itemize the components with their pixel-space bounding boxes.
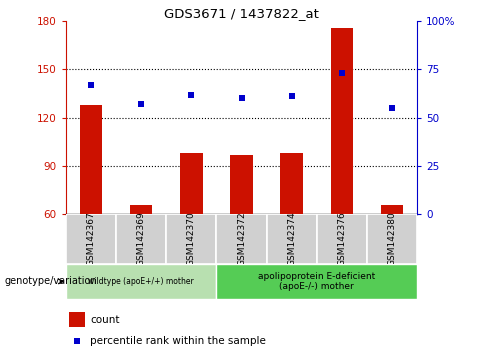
- Point: [388, 105, 396, 111]
- Point: [187, 92, 195, 97]
- Bar: [266, 214, 317, 264]
- Point: [137, 101, 145, 107]
- Bar: [381, 205, 404, 214]
- Text: GSM142370: GSM142370: [187, 212, 196, 266]
- Bar: [367, 214, 417, 264]
- Bar: [180, 153, 203, 214]
- Point: [288, 94, 296, 99]
- Title: GDS3671 / 1437822_at: GDS3671 / 1437822_at: [164, 7, 319, 20]
- Bar: [217, 214, 266, 264]
- Bar: [116, 214, 166, 264]
- Bar: [317, 214, 367, 264]
- Point: [238, 96, 245, 101]
- Text: genotype/variation: genotype/variation: [5, 276, 98, 286]
- Bar: [166, 214, 217, 264]
- Text: percentile rank within the sample: percentile rank within the sample: [90, 336, 266, 346]
- Text: GSM142376: GSM142376: [337, 212, 346, 266]
- Bar: [66, 214, 116, 264]
- Bar: [281, 153, 303, 214]
- Text: GSM142374: GSM142374: [287, 212, 296, 266]
- Text: GSM142380: GSM142380: [387, 212, 397, 266]
- Text: wildtype (apoE+/+) mother: wildtype (apoE+/+) mother: [88, 277, 194, 286]
- Bar: [130, 205, 152, 214]
- Text: GSM142367: GSM142367: [86, 212, 96, 266]
- Bar: [66, 264, 217, 299]
- Text: GSM142369: GSM142369: [137, 212, 146, 266]
- Bar: [331, 28, 353, 214]
- Text: GSM142372: GSM142372: [237, 212, 246, 266]
- Bar: [230, 155, 253, 214]
- Point: [74, 338, 81, 344]
- Point: [338, 70, 346, 76]
- Bar: [69, 312, 85, 327]
- Bar: [217, 264, 417, 299]
- Text: count: count: [90, 315, 120, 325]
- Text: apolipoprotein E-deficient
(apoE-/-) mother: apolipoprotein E-deficient (apoE-/-) mot…: [258, 272, 375, 291]
- Point: [87, 82, 95, 88]
- Bar: [80, 105, 102, 214]
